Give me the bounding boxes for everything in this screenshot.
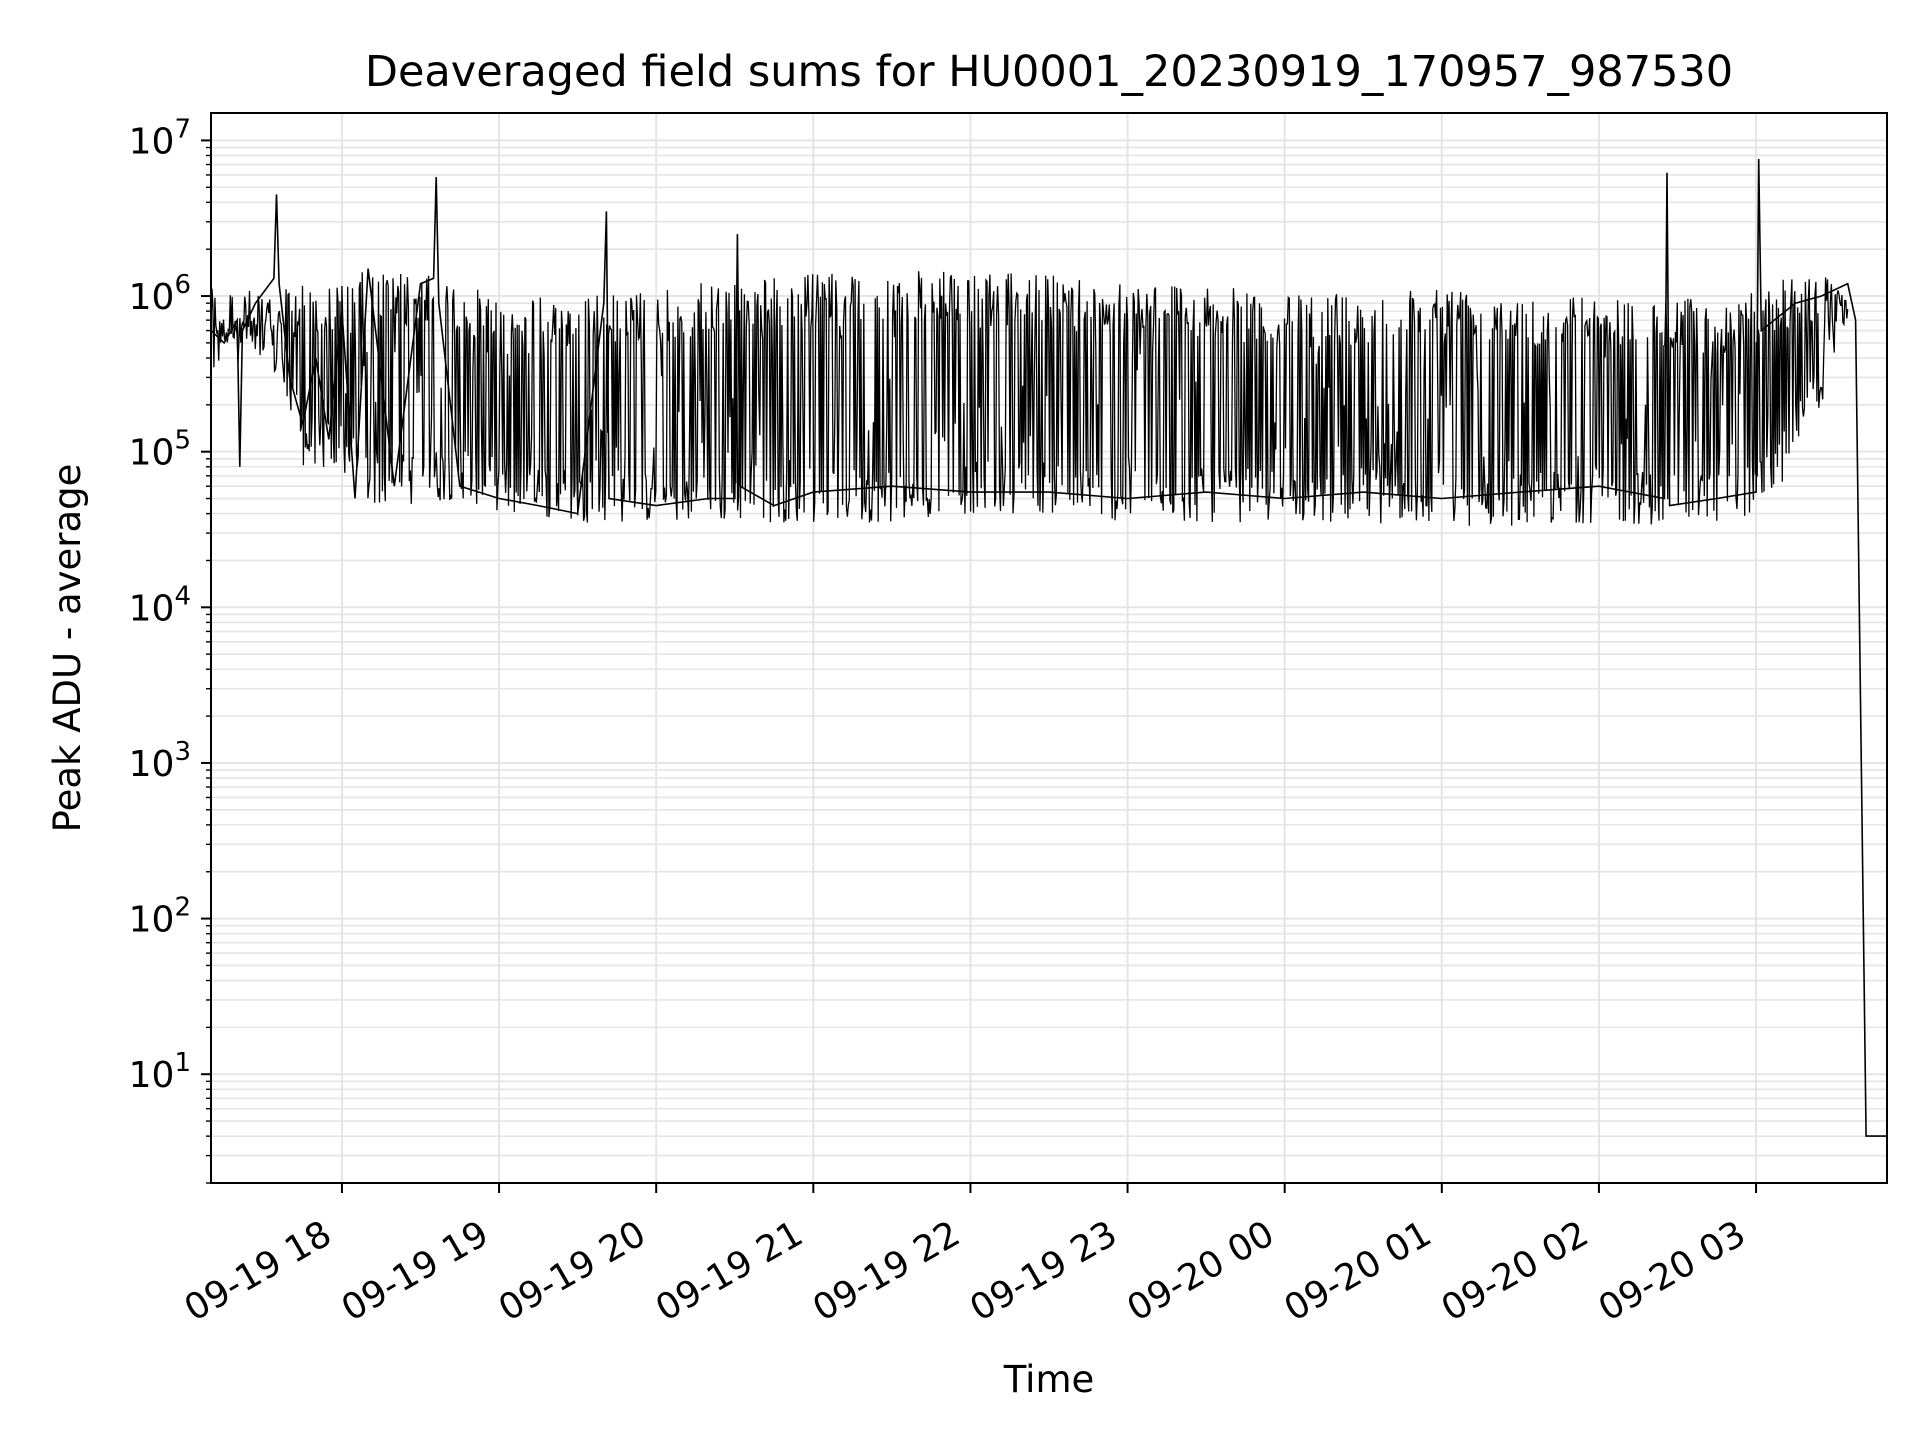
y-tick-base: 10	[129, 433, 175, 474]
y-tick-base: 10	[129, 1055, 175, 1096]
y-tick-exponent: 5	[174, 426, 191, 456]
y-tick-exponent: 6	[174, 270, 191, 300]
x-axis-title: Time	[1003, 1358, 1095, 1401]
chart-title: Deaveraged field sums for HU0001_2023091…	[365, 47, 1733, 97]
data-series-layer	[210, 158, 1887, 1137]
y-tick-label: 103	[129, 737, 191, 785]
y-tick-exponent: 2	[174, 893, 191, 923]
y-tick-base: 10	[129, 121, 175, 162]
y-tick-label: 107	[129, 114, 191, 162]
y-tick-base: 10	[129, 588, 175, 629]
y-tick-label: 101	[129, 1048, 191, 1096]
y-tick-base: 10	[129, 900, 175, 941]
y-tick-exponent: 1	[174, 1048, 191, 1078]
series-envelope-line	[210, 271, 1849, 526]
y-tick-base: 10	[129, 277, 175, 318]
y-tick-label: 104	[129, 581, 191, 629]
y-tick-base: 10	[129, 744, 175, 785]
y-tick-label: 106	[129, 270, 191, 318]
y-tick-label: 102	[129, 893, 191, 941]
series-line	[210, 158, 1887, 1137]
plot-frame	[210, 112, 1888, 1184]
y-tick-exponent: 4	[174, 581, 191, 611]
y-tick-exponent: 7	[174, 114, 191, 144]
y-tick-exponent: 3	[174, 737, 191, 767]
y-axis-title: Peak ADU - average	[46, 464, 89, 833]
y-tick-label: 105	[129, 426, 191, 474]
